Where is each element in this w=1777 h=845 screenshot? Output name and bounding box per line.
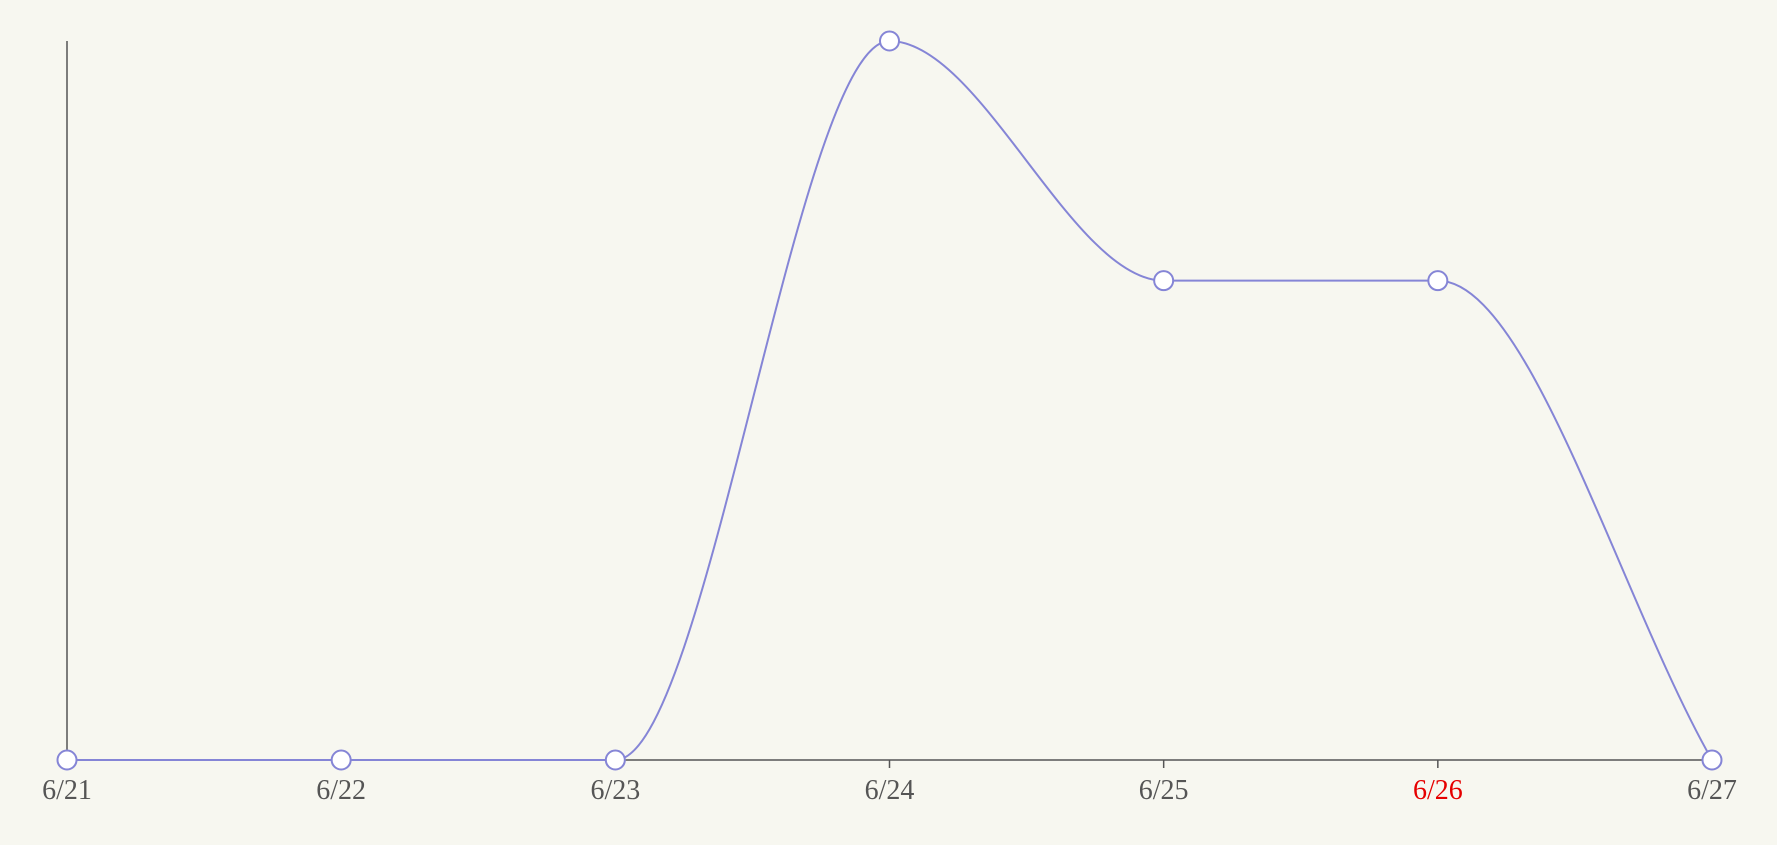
x-tick-label: 6/24 [865,775,915,806]
x-axis-ticks [66,760,1713,768]
data-point-marker [1427,270,1449,292]
series-markers [56,30,1723,771]
data-point-marker [1153,270,1175,292]
data-point-marker [1701,749,1723,771]
data-point-marker [56,749,78,771]
x-tick-label: 6/21 [42,775,92,806]
data-point-marker [879,30,900,52]
data-point-marker [604,749,626,771]
x-axis-tick-labels: 6/21 6/22 6/23 6/24 6/25 6/26 6/27 [42,775,1737,806]
data-point-marker [330,749,352,771]
x-tick-label: 6/23 [590,775,640,806]
x-tick-label: 6/22 [316,775,366,806]
series-line [66,39,1713,762]
x-tick-label: 6/26 [1413,775,1463,806]
x-tick-label: 6/25 [1139,775,1189,806]
x-tick-label: 6/27 [1687,775,1737,806]
